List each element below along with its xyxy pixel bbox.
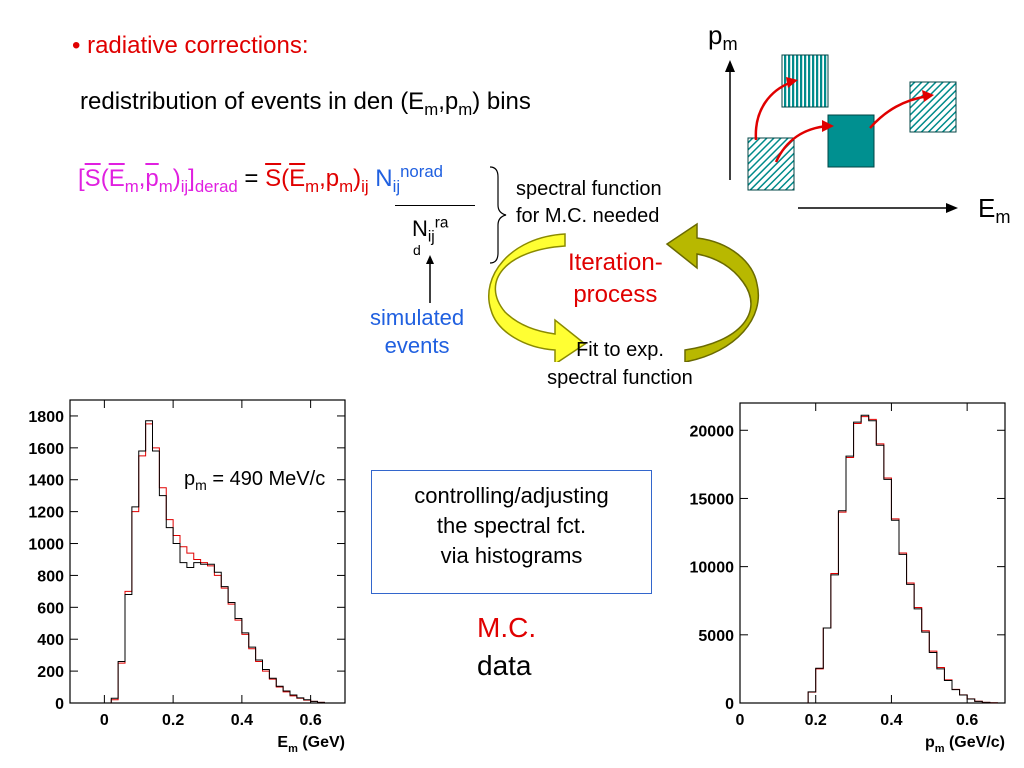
plot-frame xyxy=(69,399,346,704)
legend-data: data xyxy=(477,650,532,681)
series-line-mc xyxy=(740,416,1005,704)
y-tick-label: 20000 xyxy=(690,423,735,440)
y-tick-label: 400 xyxy=(37,632,64,649)
series-line-data xyxy=(740,414,1005,704)
series-line-mc xyxy=(70,423,345,704)
x-tick-label: 0 xyxy=(736,712,745,729)
fraction-line xyxy=(395,205,475,206)
y-tick-label: 1200 xyxy=(28,505,64,522)
schematic-x-label: Em xyxy=(978,193,1011,228)
x-tick-label: 0.6 xyxy=(300,712,322,729)
formula-denominator: Nijra xyxy=(412,214,449,246)
redistribution-text: redistribution of events in den (Em,pm) … xyxy=(80,88,531,119)
series-line-data xyxy=(70,420,345,704)
iteration-process-label: Iteration- process xyxy=(568,249,663,308)
y-tick-label: 1400 xyxy=(28,473,64,490)
pm-annotation: pm = 490 MeV/c xyxy=(184,468,326,493)
y-tick-label: 800 xyxy=(37,568,64,585)
y-tick-label: 1000 xyxy=(28,537,64,554)
y-tick-label: 5000 xyxy=(698,628,734,645)
brace-text: spectral function for M.C. needed xyxy=(516,178,662,227)
y-tick-label: 0 xyxy=(725,696,734,713)
target-bin-right xyxy=(909,81,957,133)
em-histogram-chart: 0 200 400 600 800 1000 1200 1400 1600 1800 0 0.2 0.4… xyxy=(28,399,346,755)
denominator-d: d xyxy=(413,242,421,258)
schematic-y-label: pm xyxy=(708,20,738,55)
x-tick-label: 0 xyxy=(100,712,109,729)
x-tick-label: 0.2 xyxy=(162,712,184,729)
bullet-heading: • radiative corrections: xyxy=(72,32,309,59)
fit-label: Fit to exp. spectral function xyxy=(547,339,693,389)
schematic-diagram xyxy=(725,54,958,213)
y-tick-label: 200 xyxy=(37,664,64,681)
y-tick-label: 10000 xyxy=(690,560,735,577)
x-axis-label: pm (GeV/c) xyxy=(925,734,1005,755)
y-tick-label: 1800 xyxy=(28,409,64,426)
y-tick-label: 15000 xyxy=(690,491,735,508)
curly-brace xyxy=(489,166,507,264)
target-bin-middle xyxy=(827,114,875,168)
y-tick-label: 1600 xyxy=(28,441,64,458)
controlling-box: controlling/adjusting the spectral fct. … xyxy=(371,470,652,594)
legend-mc: M.C. xyxy=(477,612,537,643)
simulated-arrow xyxy=(426,255,434,303)
pm-histogram-chart: 0 5000 10000 15000 20000 0 0.2 0.4 0.6 pm (GeV/c) xyxy=(690,402,1006,755)
x-tick-label: 0.2 xyxy=(805,712,827,729)
y-tick-label: 600 xyxy=(37,600,64,617)
formula-numerator: [S(Em,pm)ij]derad = S(Em,pm)ij Nijnorad xyxy=(78,162,443,196)
x-tick-label: 0.4 xyxy=(231,712,253,729)
x-tick-label: 0.4 xyxy=(880,712,902,729)
plot-frame xyxy=(739,402,1006,704)
simulated-events-label: simulated events xyxy=(370,305,465,358)
x-axis-label: Em (GeV) xyxy=(277,734,345,755)
iteration-cycle-arrows xyxy=(488,222,760,362)
x-tick-label: 0.6 xyxy=(956,712,978,729)
y-tick-label: 0 xyxy=(55,696,64,713)
